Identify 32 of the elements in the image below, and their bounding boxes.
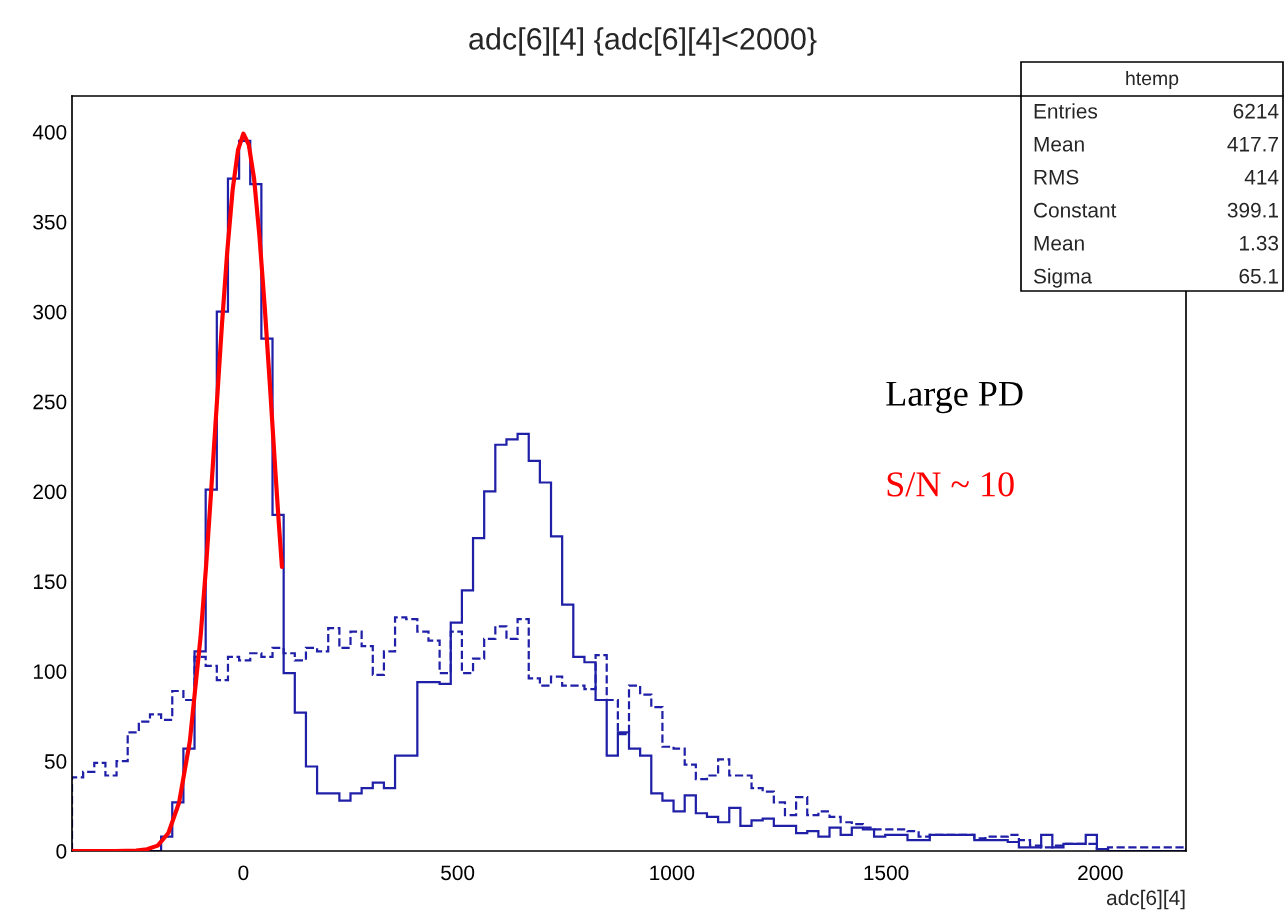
y-tick-label: 300 xyxy=(33,304,67,320)
x-tick-label: 0 xyxy=(238,865,249,881)
annotation: S/N ~ 10 xyxy=(887,472,1014,497)
annotation: Mean xyxy=(1034,236,1084,251)
annotation: Constant xyxy=(1034,202,1117,218)
annotation: Large PD xyxy=(886,381,1023,414)
x-axis-title: adc[6][4] xyxy=(1106,889,1185,910)
annotation: Sigma xyxy=(1033,268,1093,288)
text: 417.7 xyxy=(1227,137,1278,152)
y-tick-label: 400 xyxy=(32,124,67,140)
annotation: RMS xyxy=(1034,169,1079,185)
text: 399.1 xyxy=(1227,202,1278,218)
x-tick-label: 500 xyxy=(441,865,475,881)
x-tick-label: 1500 xyxy=(864,865,909,881)
text: 65.1 xyxy=(1239,268,1278,284)
annotation: Entries xyxy=(1034,103,1098,119)
y-tick-label: 200 xyxy=(33,484,67,500)
text: htemp xyxy=(1126,70,1179,90)
chart-title: adc[6][4] {adc[6][4]<2000} xyxy=(469,27,817,56)
y-tick-label: 250 xyxy=(33,394,67,410)
text: 414 xyxy=(1244,170,1279,185)
text: 6214 xyxy=(1233,103,1279,119)
line-series xyxy=(72,131,285,851)
y-tick-label: 0 xyxy=(56,844,67,859)
annotation: Mean xyxy=(1034,137,1084,152)
y-tick-label: 150 xyxy=(33,574,67,590)
y-tick-label: 100 xyxy=(33,664,67,679)
text: 1.33 xyxy=(1240,235,1279,251)
x-tick-label: 1000 xyxy=(650,865,695,881)
y-tick-label: 350 xyxy=(33,214,67,230)
x-tick-label: 2000 xyxy=(1078,865,1123,881)
y-tick-label: 50 xyxy=(44,754,67,769)
